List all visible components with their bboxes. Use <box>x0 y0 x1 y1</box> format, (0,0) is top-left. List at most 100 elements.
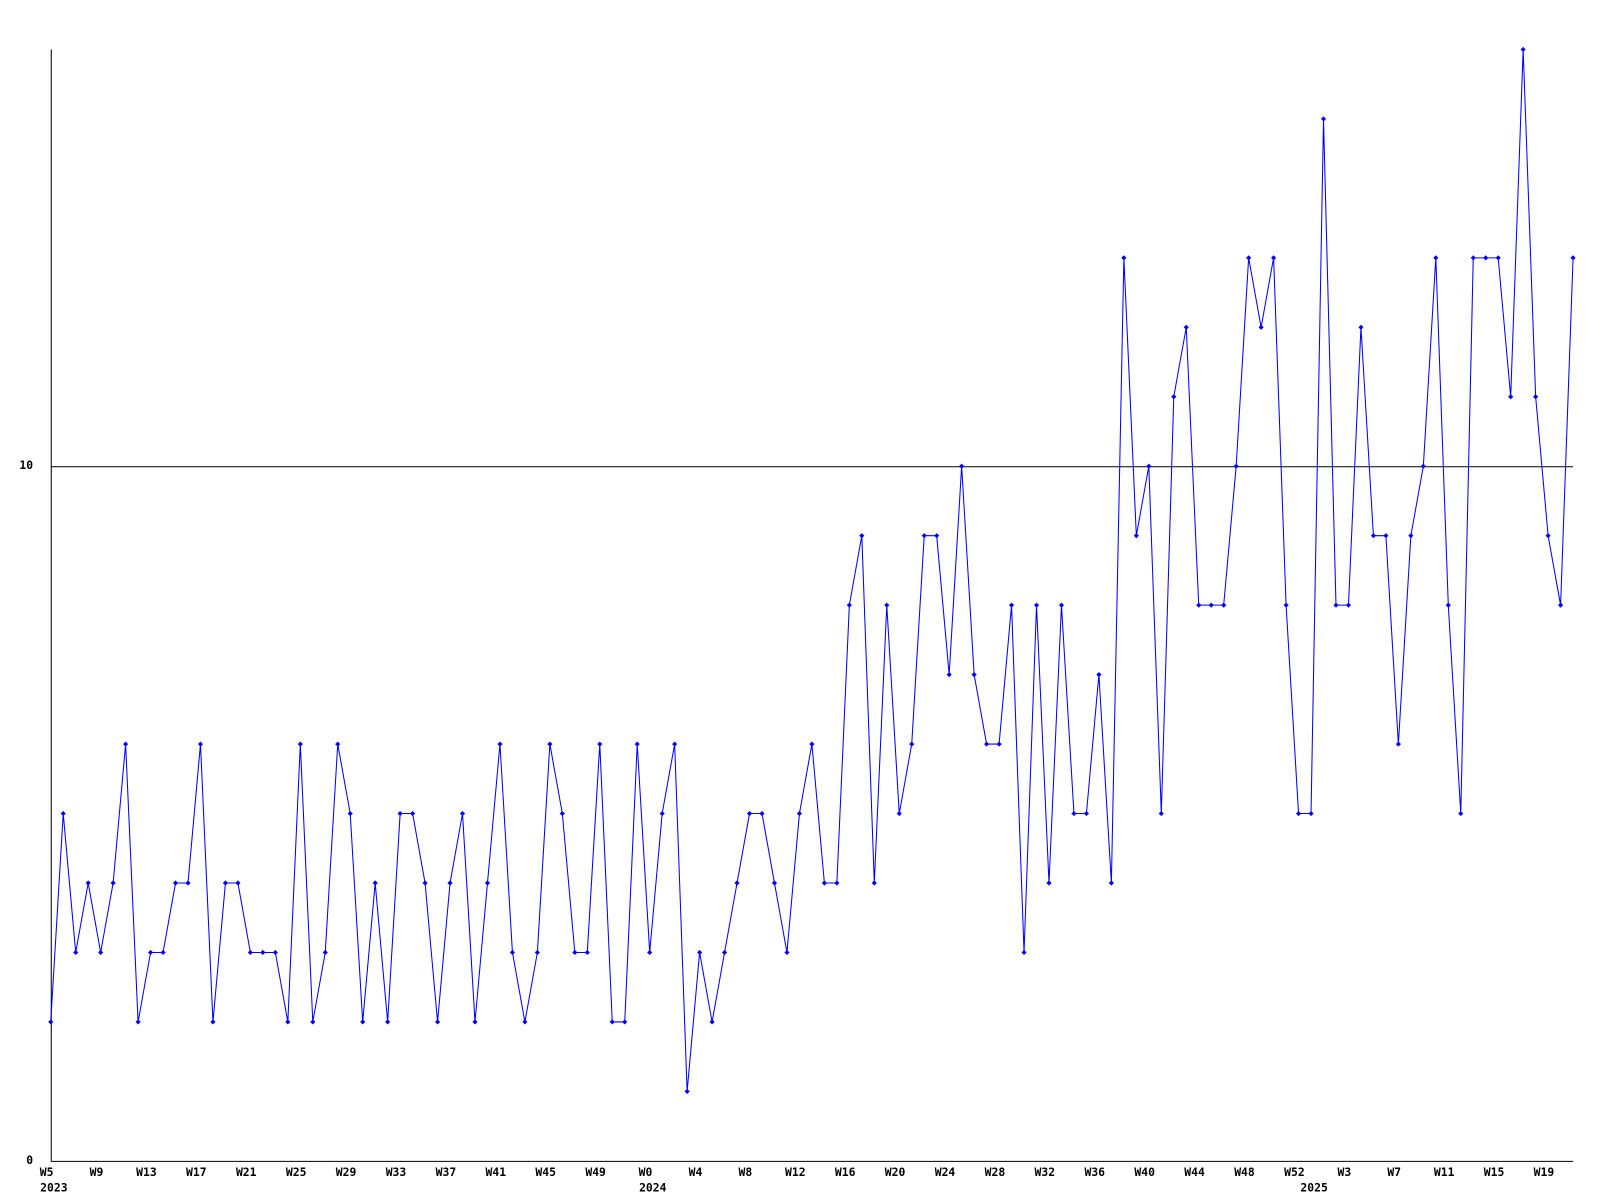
data-point <box>522 1019 528 1025</box>
data-point <box>459 810 466 817</box>
x-tick-label: W7 <box>1387 1165 1401 1179</box>
data-point <box>335 741 341 747</box>
data-point <box>709 1019 715 1025</box>
data-point <box>472 1019 478 1025</box>
data-point <box>672 741 678 747</box>
data-point <box>984 741 990 747</box>
x-tick-label: W15 <box>1484 1165 1505 1179</box>
data-point <box>1445 602 1451 608</box>
y-tick-label: 0 <box>26 1153 33 1167</box>
x-year-label: 2025 <box>1300 1181 1328 1195</box>
data-point <box>48 1019 54 1025</box>
data-point <box>1320 116 1327 122</box>
data-point <box>60 810 66 817</box>
x-tick-label: W12 <box>785 1165 806 1179</box>
data-point <box>1520 46 1526 53</box>
data-point <box>909 741 915 747</box>
data-point <box>559 810 565 817</box>
data-point <box>172 880 179 886</box>
x-tick-label: W16 <box>835 1165 856 1179</box>
data-point <box>197 741 204 747</box>
data-point <box>1058 602 1065 608</box>
data-point <box>1308 810 1314 817</box>
data-point <box>1083 810 1090 817</box>
data-point <box>185 880 191 886</box>
data-point <box>1433 255 1439 261</box>
data-point <box>1246 255 1252 261</box>
data-point <box>584 949 590 956</box>
data-point <box>1533 394 1539 400</box>
x-year-label: 2024 <box>639 1181 667 1195</box>
x-tick-label: W13 <box>136 1165 157 1179</box>
data-point <box>1383 533 1389 539</box>
data-line <box>50 49 1574 1092</box>
x-year-label: 2023 <box>40 1181 68 1195</box>
data-point <box>1545 533 1551 539</box>
x-tick-label: W37 <box>436 1165 457 1179</box>
data-point <box>484 880 491 886</box>
data-point <box>934 533 940 539</box>
data-point <box>1508 394 1514 400</box>
data-point <box>1295 810 1302 817</box>
data-point <box>734 880 740 886</box>
data-point <box>834 880 840 886</box>
data-point <box>85 880 91 886</box>
data-point <box>1271 255 1277 261</box>
data-point <box>509 949 516 956</box>
data-point <box>247 949 253 956</box>
x-tick-label: W9 <box>90 1165 104 1179</box>
data-point <box>996 741 1002 747</box>
data-point <box>846 602 852 608</box>
x-tick-label: W17 <box>186 1165 207 1179</box>
x-tick-label: W11 <box>1434 1165 1455 1179</box>
x-tick-label: W33 <box>386 1165 407 1179</box>
data-point <box>1345 602 1352 608</box>
data-point <box>1133 533 1139 539</box>
x-tick-label: W49 <box>585 1165 606 1179</box>
data-point <box>1033 602 1040 608</box>
data-point <box>1158 810 1164 817</box>
data-point <box>796 810 803 817</box>
data-point <box>260 949 266 956</box>
data-point <box>859 533 865 539</box>
data-point <box>721 949 728 956</box>
data-point <box>622 1019 628 1025</box>
data-point <box>1558 602 1564 608</box>
data-point <box>1208 602 1214 608</box>
data-point <box>1221 602 1227 608</box>
data-point <box>73 949 79 956</box>
x-tick-label: W5 <box>40 1165 54 1179</box>
data-point <box>422 880 428 886</box>
data-point <box>1408 533 1414 539</box>
data-point <box>397 810 403 817</box>
data-point <box>1071 810 1077 817</box>
data-point <box>235 880 241 886</box>
x-tick-label: W29 <box>336 1165 357 1179</box>
x-tick-label: W4 <box>689 1165 703 1179</box>
data-point <box>659 810 665 817</box>
data-point <box>697 949 703 956</box>
x-tick-label: W24 <box>935 1165 956 1179</box>
data-point <box>1458 810 1464 817</box>
data-point <box>222 880 229 886</box>
data-point <box>1570 255 1576 261</box>
x-tick-label: W28 <box>985 1165 1006 1179</box>
data-point <box>871 880 877 886</box>
data-point <box>1146 463 1152 469</box>
x-tick-label: W48 <box>1234 1165 1255 1179</box>
data-point <box>297 741 303 747</box>
data-point <box>347 810 353 817</box>
x-tick-label: W41 <box>486 1165 507 1179</box>
data-point <box>634 741 640 747</box>
data-point <box>1283 602 1289 608</box>
data-point <box>160 949 166 956</box>
data-point <box>809 741 815 747</box>
data-point <box>572 949 578 956</box>
data-point <box>322 949 328 956</box>
data-point <box>971 672 977 678</box>
x-tick-label: W8 <box>739 1165 753 1179</box>
data-point <box>210 1019 216 1025</box>
data-point <box>1483 255 1489 261</box>
